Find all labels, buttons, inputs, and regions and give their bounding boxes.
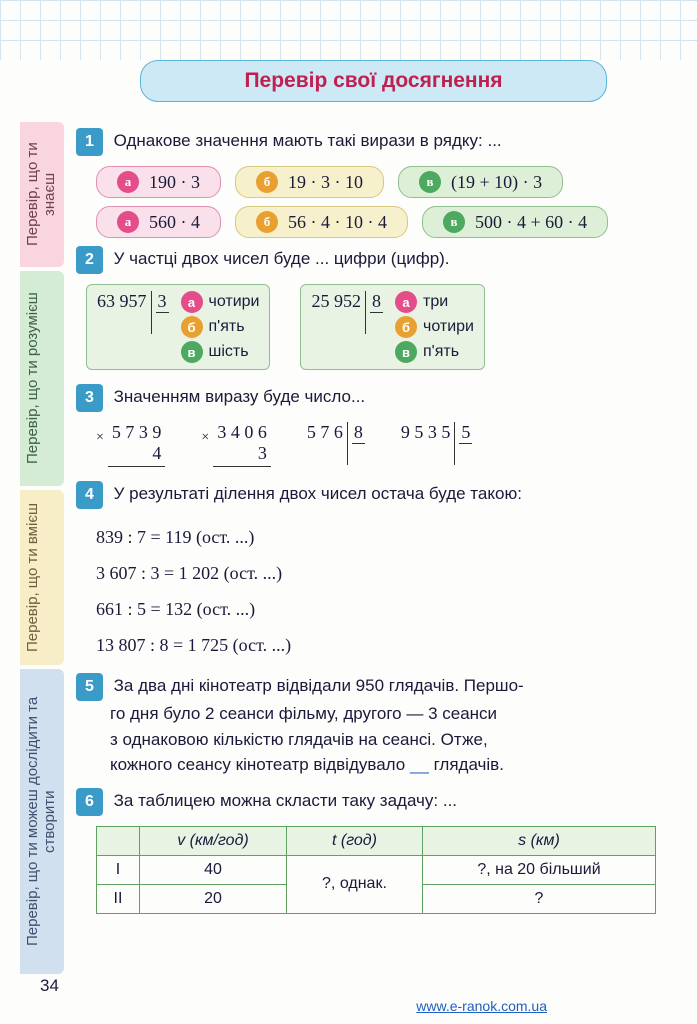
q1-opt-b1: б19 · 3 · 10	[235, 166, 384, 198]
task-num-2: 2	[76, 246, 103, 274]
q3-expressions: ×5 7 3 94 ×3 4 0 63 5 7 68 9 5 3 55	[96, 422, 667, 467]
q1-opt-v2: в500 · 4 + 60 · 4	[422, 206, 608, 238]
side-tab-understand: Перевір, що ти розумієш	[20, 271, 64, 486]
task-4-text: У результаті ділення двох чисел остача б…	[114, 484, 522, 503]
task-num-6: 6	[76, 788, 103, 816]
task-3: 3 Значенням виразу буде число...	[76, 384, 667, 412]
footer-link[interactable]: www.e-ranok.com.ua	[416, 998, 547, 1014]
task-2-text: У частці двох чисел буде ... цифри (цифр…	[114, 249, 450, 268]
q1-row1: а190 · 3 б19 · 3 · 10 в(19 + 10) · 3	[96, 166, 667, 198]
side-tab-know: Перевір, що ти знаєш	[20, 122, 64, 267]
q1-opt-b2: б56 · 4 · 10 · 4	[235, 206, 408, 238]
page-number: 34	[40, 976, 59, 996]
task-1-text: Однакове значення мають такі вирази в ря…	[114, 131, 502, 150]
task-num-1: 1	[76, 128, 103, 156]
q6-table: v (км/год)t (год)s (км) I40?, однак.?, н…	[96, 826, 656, 914]
q2-right: 25 952 8 атри бчотири вп'ять	[300, 284, 484, 370]
task-1: 1 Однакове значення мають такі вирази в …	[76, 128, 667, 156]
side-tab-can: Перевір, що ти вмієш	[20, 490, 64, 665]
task-5: 5 За два дні кінотеатр відвідали 950 гля…	[76, 673, 667, 778]
task-num-3: 3	[76, 384, 103, 412]
task-4: 4 У результаті ділення двох чисел остача…	[76, 481, 667, 509]
q1-opt-a2: а560 · 4	[96, 206, 221, 238]
q4-list: 839 : 7 = 119 (ост. ...) 3 607 : 3 = 1 2…	[96, 519, 667, 663]
task-3-text: Значенням виразу буде число...	[114, 387, 366, 406]
task-6: 6 За таблицею можна скласти таку задачу:…	[76, 788, 667, 816]
page-title: Перевір свої досягнення	[140, 60, 607, 102]
sidebar: Перевір, що ти знаєш Перевір, що ти розу…	[20, 122, 64, 978]
task-6-text: За таблицею можна скласти таку задачу: .…	[114, 791, 457, 810]
task-num-5: 5	[76, 673, 103, 701]
q1-row2: а560 · 4 б56 · 4 · 10 · 4 в500 · 4 + 60 …	[96, 206, 667, 238]
q1-opt-a1: а190 · 3	[96, 166, 221, 198]
q2-left: 63 957 3 ачотири бп'ять вшість	[86, 284, 270, 370]
side-tab-create: Перевір, що ти можеш дослідити та створи…	[20, 669, 64, 974]
task-2: 2 У частці двох чисел буде ... цифри (ци…	[76, 246, 667, 274]
task-num-4: 4	[76, 481, 103, 509]
q1-opt-v1: в(19 + 10) · 3	[398, 166, 563, 198]
